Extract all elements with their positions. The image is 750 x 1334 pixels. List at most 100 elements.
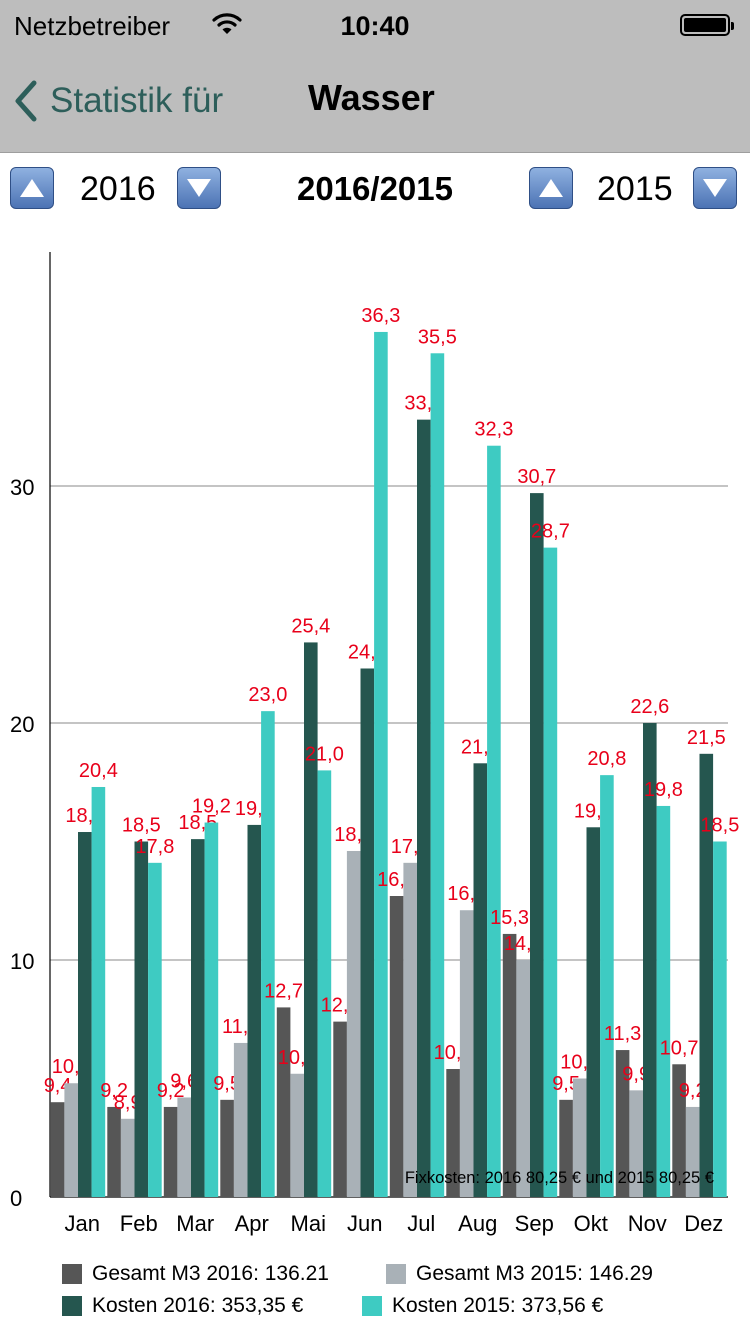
bar-chart: 01020309,410,218,820,4Jan9,28,918,517,8F…	[10, 252, 739, 1236]
bar-kosten-2015	[317, 770, 332, 1197]
value-label-kosten-2015: 23,0	[248, 684, 287, 706]
bar-kosten-2016	[134, 841, 149, 1197]
bar-gesamt-2015	[459, 910, 474, 1197]
value-label-kosten-2015: 20,8	[587, 748, 626, 770]
carrier-label: Netzbetreiber	[14, 11, 171, 41]
legend-label: Gesamt M3 2016: 136.21	[92, 1262, 329, 1285]
value-label-kosten-2015: 21,0	[305, 743, 344, 765]
right-year-label: 2015	[597, 170, 673, 208]
bar-gesamt-2015	[629, 1090, 643, 1197]
triangle-down-icon	[703, 179, 727, 197]
bar-gesamt-2016	[220, 1099, 234, 1197]
value-label-kosten-2016: 25,4	[291, 615, 330, 637]
y-tick-label: 20	[10, 712, 34, 737]
right-year-up-button[interactable]	[529, 167, 573, 209]
triangle-up-icon	[20, 179, 44, 197]
value-label-gesamt-2016: 15,3	[490, 907, 529, 929]
bar-kosten-2016	[473, 763, 488, 1197]
x-tick-label: Jun	[347, 1211, 382, 1236]
battery-icon	[680, 14, 734, 36]
value-label-gesamt-2016: 9,2	[157, 1080, 185, 1102]
triangle-down-icon	[187, 179, 211, 197]
bar-kosten-2015	[91, 786, 106, 1197]
x-tick-label: Aug	[458, 1211, 497, 1236]
bar-gesamt-2015	[685, 1106, 700, 1197]
value-label-kosten-2016: 22,6	[630, 696, 669, 718]
bar-kosten-2015	[487, 445, 501, 1198]
value-label-kosten-2015: 19,8	[644, 779, 683, 801]
bar-gesamt-2015	[516, 960, 530, 1197]
x-tick-label: Mar	[176, 1211, 214, 1236]
bar-gesamt-2016	[276, 1007, 291, 1197]
left-year-down-button[interactable]	[177, 167, 221, 209]
back-button[interactable]: Statistik für	[14, 74, 223, 128]
legend-swatch	[62, 1296, 82, 1316]
bar-gesamt-2016	[446, 1069, 460, 1197]
x-tick-label: Sep	[515, 1211, 554, 1236]
bar-gesamt-2016	[615, 1050, 630, 1197]
x-tick-label: Mai	[291, 1211, 326, 1236]
x-tick-label: Feb	[120, 1211, 158, 1236]
back-button-label: Statistik für	[50, 81, 224, 120]
x-tick-label: Apr	[235, 1211, 269, 1236]
value-label-kosten-2015: 35,5	[418, 326, 457, 348]
value-label-kosten-2016: 30,7	[517, 466, 556, 488]
value-label-kosten-2015: 28,7	[531, 521, 570, 543]
value-label-gesamt-2016: 11,3	[604, 1023, 641, 1045]
bar-kosten-2015	[543, 547, 558, 1197]
bar-gesamt-2016	[672, 1064, 686, 1197]
bar-gesamt-2016	[333, 1021, 347, 1197]
navigation-bar: Statistik für Wasser	[0, 50, 750, 153]
bar-kosten-2016	[699, 753, 714, 1197]
bar-kosten-2015	[600, 775, 614, 1197]
bar-kosten-2016	[360, 668, 375, 1197]
bar-kosten-2015	[204, 822, 219, 1197]
legend-item-gesamt-2015: Gesamt M3 2015: 146.29	[386, 1262, 653, 1286]
status-bar: Netzbetreiber 10:40	[0, 0, 750, 50]
legend-item-kosten-2016: Kosten 2016: 353,35 €	[62, 1294, 303, 1318]
x-tick-label: Okt	[574, 1211, 608, 1236]
chevron-left-icon	[15, 80, 37, 122]
bar-gesamt-2015	[233, 1042, 248, 1197]
wifi-icon	[212, 12, 242, 41]
status-time: 10:40	[340, 11, 410, 41]
bar-kosten-2015	[656, 805, 671, 1197]
value-label-kosten-2015: 36,3	[361, 305, 400, 327]
bar-gesamt-2016	[389, 896, 404, 1197]
bar-kosten-2015	[148, 862, 162, 1197]
page-title: Wasser	[308, 77, 435, 118]
bar-kosten-2016	[586, 827, 601, 1197]
bar-kosten-2016	[417, 419, 431, 1197]
bar-gesamt-2016	[163, 1106, 178, 1197]
x-tick-label: Dez	[684, 1211, 723, 1236]
legend-item-gesamt-2016: Gesamt M3 2016: 136.21	[62, 1262, 329, 1286]
bar-gesamt-2015	[120, 1118, 135, 1197]
bar-kosten-2016	[191, 839, 205, 1197]
left-year-up-button[interactable]	[10, 167, 54, 209]
bar-kosten-2015	[374, 331, 388, 1197]
value-label-kosten-2015: 19,2	[192, 796, 231, 818]
y-tick-label: 10	[10, 949, 34, 974]
bar-kosten-2016	[530, 493, 544, 1197]
bar-gesamt-2016	[502, 933, 517, 1197]
left-year-label: 2016	[80, 170, 156, 208]
legend-label: Kosten 2016: 353,35 €	[92, 1294, 304, 1317]
bar-kosten-2015	[430, 353, 445, 1197]
year-selector: 2016 2016/2015 2015	[0, 153, 750, 223]
value-label-kosten-2016: 18,5	[122, 815, 161, 837]
bar-kosten-2016	[78, 832, 92, 1197]
legend-item-kosten-2015: Kosten 2015: 373,56 €	[362, 1294, 603, 1318]
bar-gesamt-2016	[559, 1099, 573, 1197]
fixkosten-annotation: Fixkosten: 2016 80,25 € und 2015 80,25 €	[405, 1169, 714, 1187]
bar-gesamt-2015	[403, 862, 417, 1197]
right-year-down-button[interactable]	[693, 167, 737, 209]
bar-gesamt-2015	[572, 1078, 587, 1197]
legend-swatch	[362, 1296, 382, 1316]
legend-label: Kosten 2015: 373,56 €	[392, 1294, 604, 1317]
bar-gesamt-2015	[64, 1083, 78, 1197]
value-label-kosten-2015: 18,5	[700, 815, 739, 837]
bar-kosten-2015	[261, 711, 275, 1197]
bar-kosten-2016	[643, 723, 657, 1197]
legend-label: Gesamt M3 2015: 146.29	[416, 1262, 653, 1285]
bar-kosten-2016	[247, 824, 262, 1197]
